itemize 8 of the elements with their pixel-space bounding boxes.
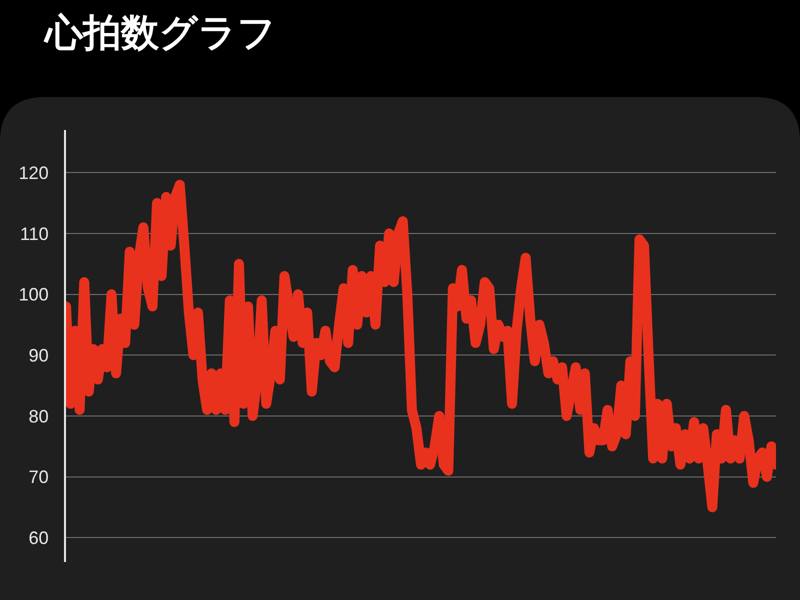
y-tick-label: 110	[20, 224, 49, 244]
y-tick-label: 80	[28, 406, 49, 426]
y-tick-label: 120	[18, 162, 49, 183]
y-tick-label: 100	[18, 284, 49, 305]
y-tick-label: 90	[28, 345, 49, 366]
y-tick-label: 70	[28, 467, 49, 488]
chart-title: 心拍数グラフ	[43, 10, 276, 54]
y-tick-label: 60	[28, 528, 49, 548]
